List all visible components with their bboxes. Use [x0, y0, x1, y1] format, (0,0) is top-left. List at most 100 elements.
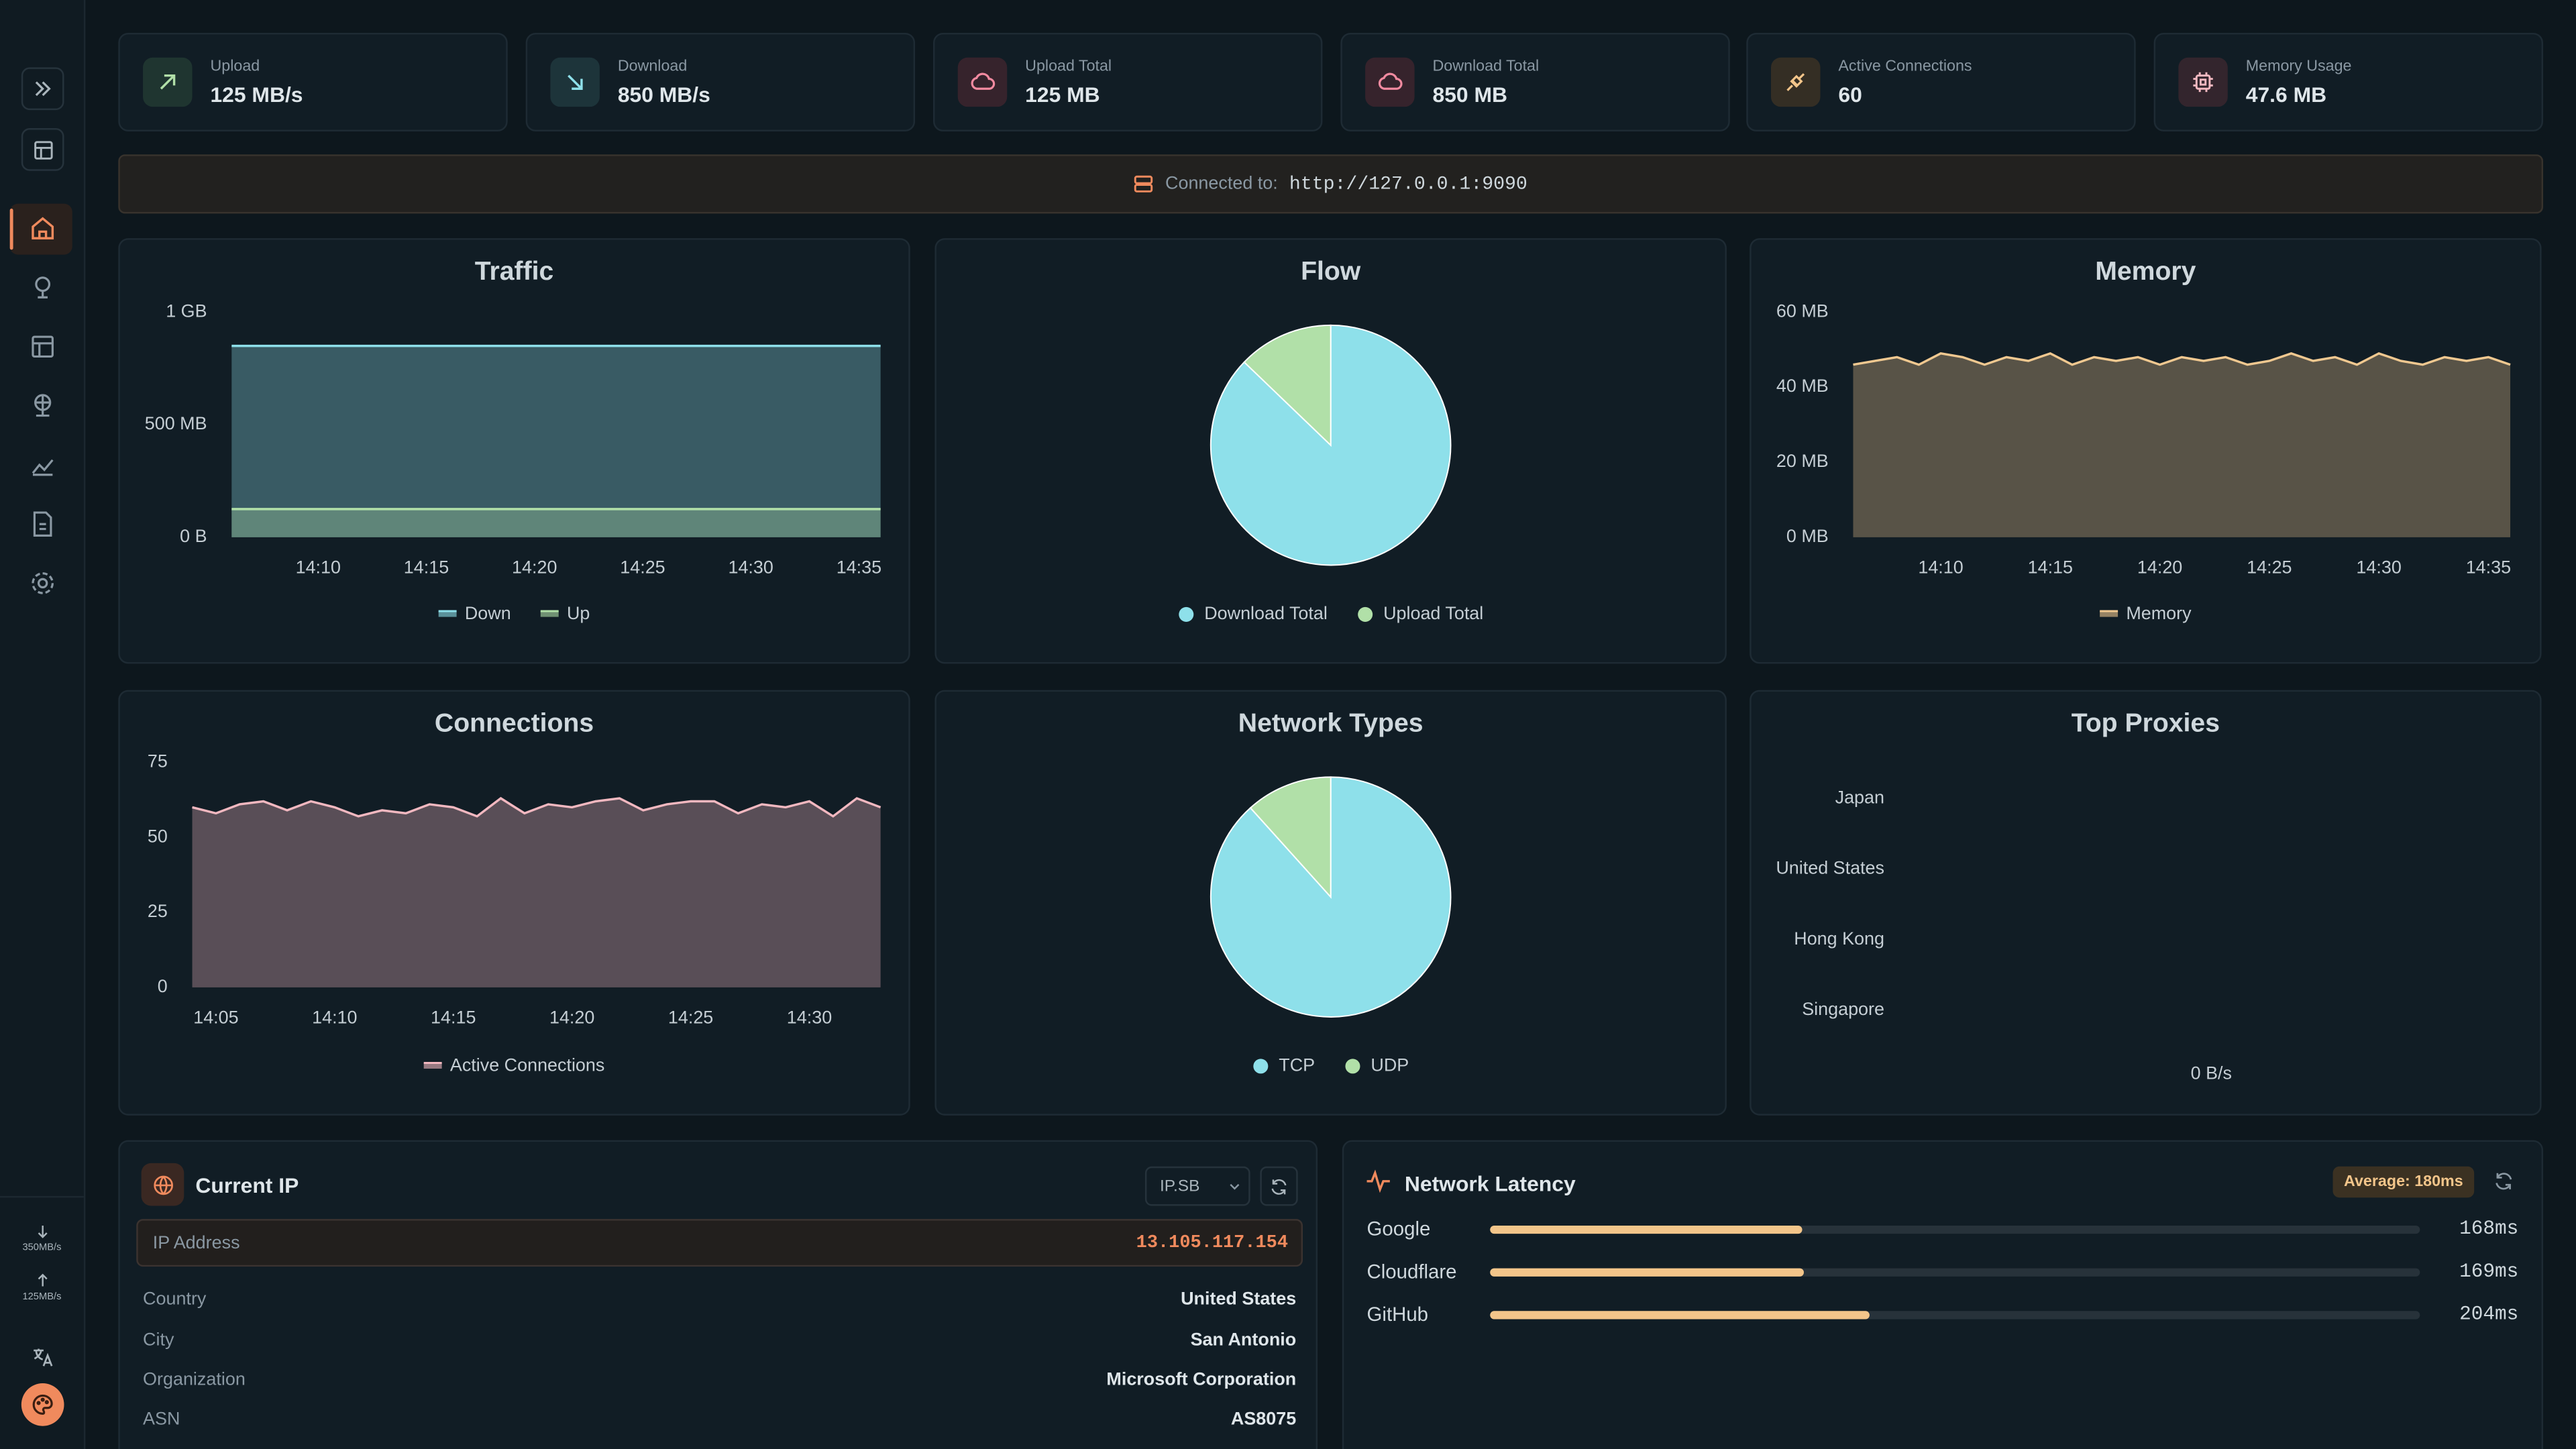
- refresh-button[interactable]: [1260, 1166, 1298, 1206]
- info-key: ASN: [143, 1409, 180, 1430]
- info-value: San Antonio: [1190, 1330, 1297, 1351]
- chart: Memory 0 MB 20 MB 40 MB 60 MB 14:10 14:15 14:20…: [1776, 257, 2511, 623]
- panel: Traffic 0 B 500 MB 1 GB 14:10 14:15 14:20 14:25…: [118, 238, 910, 664]
- y-tick-label: 60 MB: [1776, 301, 1829, 321]
- y-tick-label: 500 MB: [145, 413, 207, 433]
- x-tick-label: 14:15: [2028, 557, 2073, 577]
- legend-label: Memory: [2126, 603, 2192, 623]
- pie-slice: [1249, 776, 1332, 899]
- latency-bar: [1490, 1311, 1870, 1320]
- x-tick-label: 14:25: [2247, 557, 2292, 577]
- stat-card: Active Connections 60: [1746, 32, 2136, 131]
- chart: Top Proxies Japan United States Hong Kong Si…: [1776, 708, 2232, 1083]
- panel: Top Proxies Japan United States Hong Kong Si…: [1750, 690, 2542, 1116]
- latency-value: 204ms: [2459, 1303, 2519, 1326]
- layout-button[interactable]: [21, 128, 64, 171]
- stat-label: Memory Usage: [2245, 57, 2352, 76]
- y-tick-label: Japan: [1835, 787, 1884, 807]
- legend-marker: [1345, 1059, 1360, 1074]
- y-tick-label: Hong Kong: [1794, 928, 1884, 949]
- chart-title: Network Types: [1238, 708, 1424, 737]
- panel: Flow Download Total Upload Total: [934, 238, 1727, 664]
- y-tick-label: 0 MB: [1786, 526, 1829, 546]
- source-select[interactable]: IP.SB: [1144, 1166, 1250, 1206]
- x-tick-label: 14:30: [2356, 557, 2401, 577]
- ip-label: IP Address: [152, 1234, 240, 1254]
- logs-icon[interactable]: [28, 509, 58, 539]
- x-tick-label: 14:25: [668, 1007, 713, 1027]
- theme-button[interactable]: [21, 1383, 64, 1426]
- y-tick-label: Singapore: [1802, 999, 1884, 1019]
- chart: Traffic 0 B 500 MB 1 GB 14:10 14:15 14:20 14:25…: [145, 257, 881, 623]
- legend-label: Download Total: [1204, 603, 1328, 623]
- upload-speed: 125MB/s: [22, 1293, 62, 1303]
- legend-label: UDP: [1371, 1055, 1409, 1075]
- stat-value: 850 MB: [1432, 82, 1508, 107]
- stat-card: Upload 125 MB/s: [118, 32, 508, 131]
- ip-row: IP Address 13.105.117.154: [136, 1219, 1303, 1267]
- chart: Flow Download Total Upload Total: [1179, 257, 1483, 623]
- series-line: [192, 796, 881, 818]
- home-icon[interactable]: [28, 213, 58, 243]
- info-row: Country United States: [143, 1289, 1296, 1309]
- connection-bar: Connected to: http://127.0.0.1:9090: [118, 154, 2544, 214]
- connections-icon[interactable]: [28, 391, 58, 421]
- divider: [0, 1195, 84, 1198]
- x-tick-label: 14:20: [512, 557, 557, 577]
- connection-label: Connected to:: [1165, 174, 1278, 194]
- refresh-button[interactable]: [2494, 1171, 2514, 1191]
- server-icon: [1134, 175, 1153, 193]
- up-arrow: [38, 1273, 48, 1287]
- info-row: City San Antonio: [143, 1331, 1296, 1350]
- chart-title: Memory: [2095, 257, 2196, 286]
- y-tick-label: 40 MB: [1776, 376, 1829, 396]
- y-tick-label: 0 B: [180, 526, 207, 546]
- expand-button[interactable]: [21, 67, 64, 111]
- home-active[interactable]: [9, 203, 72, 255]
- y-tick-label: 75: [148, 751, 168, 771]
- area-fill: [192, 798, 881, 987]
- x-tick-label: 0 B/s: [2191, 1063, 2232, 1083]
- chart-title: Connections: [435, 708, 594, 737]
- x-tick-label: 14:10: [296, 557, 341, 577]
- legend-label: Up: [567, 603, 590, 623]
- stat-card: Download Total 850 MB: [1340, 32, 1730, 131]
- panel: Connections 0 25 50 75 14:05 14:10 14:15 14:20 14…: [118, 690, 910, 1116]
- proxies-icon[interactable]: [28, 273, 58, 303]
- latency-value: 169ms: [2459, 1260, 2519, 1283]
- panel-title: Current IP: [195, 1173, 299, 1198]
- stat-card: Download 850 MB/s: [525, 32, 916, 131]
- language-icon[interactable]: [32, 1346, 54, 1368]
- panel-title: Network Latency: [1404, 1171, 1576, 1196]
- info-row: Organization Microsoft Corporation: [143, 1370, 1296, 1389]
- latency-row: GitHub 204ms: [1367, 1303, 2519, 1326]
- stat-card: Upload Total 125 MB: [933, 32, 1323, 131]
- legend: TCP UDP: [1253, 1055, 1409, 1075]
- settings-icon[interactable]: [28, 568, 58, 598]
- x-tick-label: 14:30: [728, 557, 773, 577]
- stat-card: Memory Usage 47.6 MB: [2153, 32, 2544, 131]
- info-value: AS8075: [1230, 1409, 1297, 1430]
- latency-track: [1490, 1225, 2420, 1234]
- stat-value: 125 MB/s: [210, 82, 303, 107]
- current-ip-panel: Current IP IP.SB IP Address 13.105.117.1…: [118, 1140, 1318, 1449]
- rules-icon[interactable]: [28, 332, 58, 362]
- legend-marker: [2100, 611, 2118, 617]
- traffic-icon[interactable]: [28, 450, 58, 480]
- stat-icon: [550, 57, 600, 107]
- active-indicator: [9, 209, 13, 250]
- y-tick-label: 0: [158, 976, 168, 996]
- pie-slice: [1243, 324, 1332, 447]
- panel: Network Types TCP UDP: [934, 690, 1727, 1116]
- stat-icon: [143, 57, 193, 107]
- legend: Down Up: [438, 603, 590, 623]
- panel: Memory 0 MB 20 MB 40 MB 60 MB 14:10 14:15 14:20…: [1750, 238, 2542, 664]
- ip-value: 13.105.117.154: [1136, 1234, 1289, 1254]
- y-tick-label: 25: [148, 901, 168, 921]
- stat-value: 60: [1838, 82, 1862, 107]
- x-tick-label: 14:25: [620, 557, 665, 577]
- legend-marker: [1358, 606, 1373, 622]
- stat-label: Upload: [210, 57, 260, 76]
- y-tick-label: United States: [1776, 858, 1884, 878]
- legend: Active Connections: [423, 1055, 604, 1075]
